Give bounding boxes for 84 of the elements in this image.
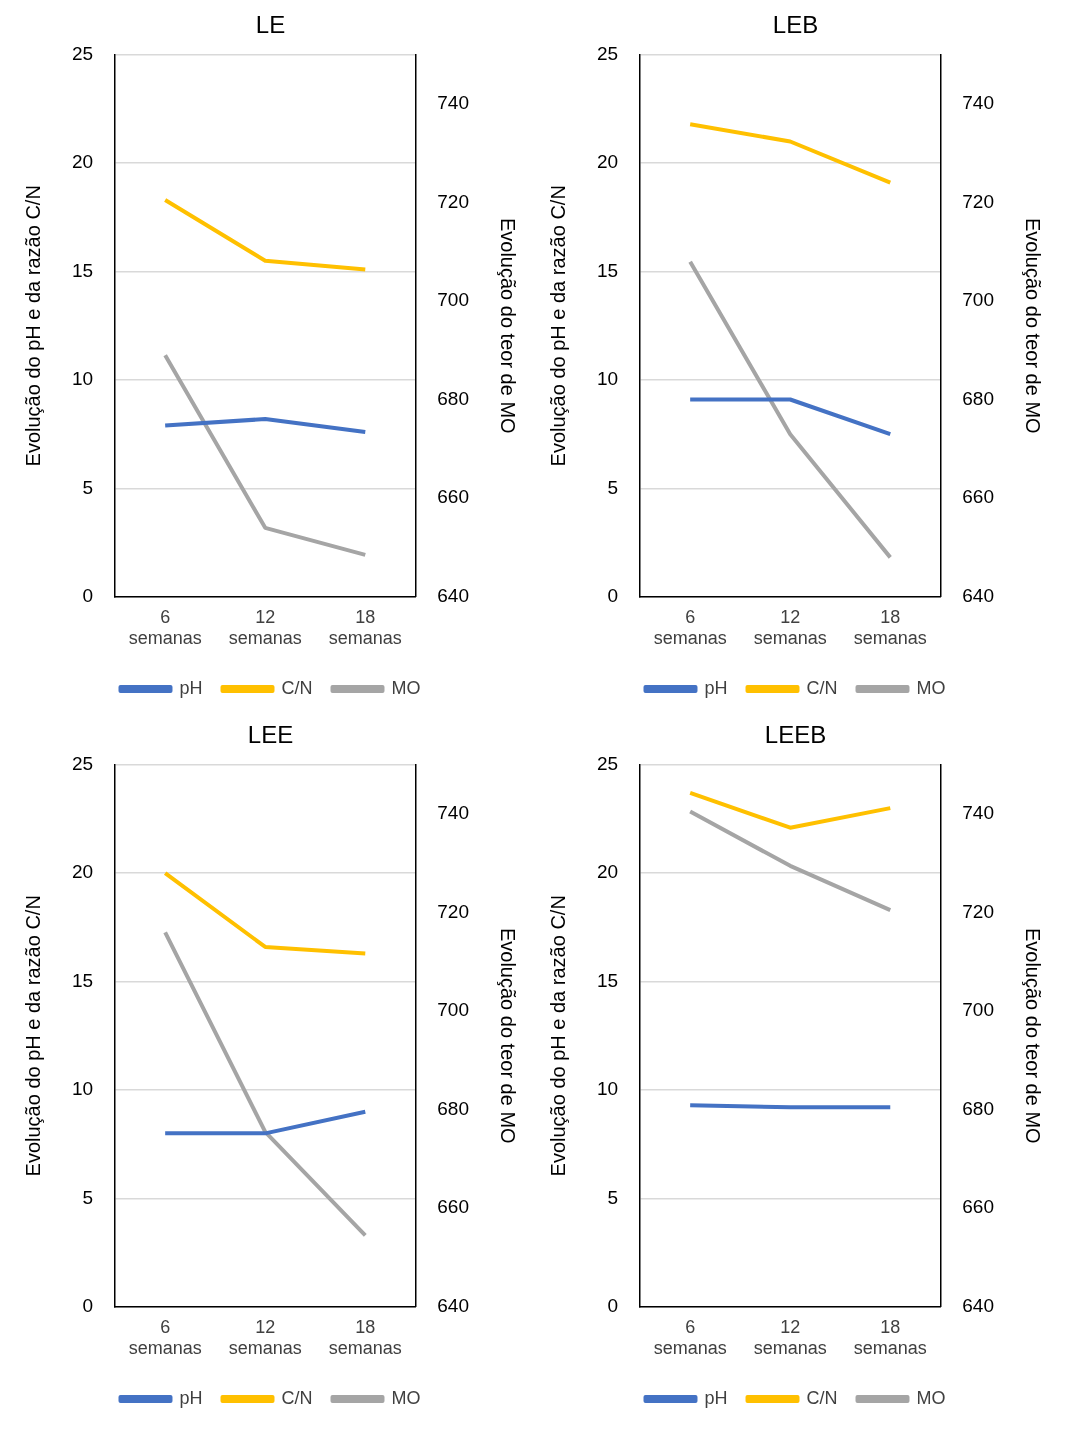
y-tick-label: 0 [82,1295,94,1317]
y2-axis-title: Evolução do teor de MO [497,217,520,434]
x-tick-label: 6 semanas [128,606,202,649]
y-tick-label: 15 [596,969,619,991]
legend-label: C/N [281,677,313,698]
x-tick-label: 6 semanas [653,606,727,649]
y2-tick-label: 740 [962,802,994,824]
y2-tick-label: 700 [437,999,469,1021]
y-tick-label: 20 [71,861,94,883]
y2-tick-label: 680 [962,1097,994,1119]
legend-label: MO [916,1387,946,1408]
y2-tick-label: 740 [437,802,469,824]
y2-axis-title: Evolução do teor de MO [497,927,520,1144]
y-tick-label: 5 [607,476,619,498]
y-tick-label: 20 [596,861,619,883]
y2-tick-label: 680 [962,387,994,409]
y-tick-label: 5 [607,1186,619,1208]
y-tick-label: 15 [71,969,94,991]
chart-title: LEEB [764,721,827,749]
legend-label: pH [179,677,203,698]
y2-axis-title: Evolução do teor de MO [1022,217,1045,434]
y-tick-label: 25 [596,753,619,775]
y-tick-label: 5 [82,476,94,498]
y2-tick-label: 740 [962,92,994,114]
y2-tick-label: 660 [437,1196,469,1218]
y-axis-title: Evolução do pH e da razão C/N [21,895,44,1177]
y2-tick-label: 660 [962,1196,994,1218]
y2-tick-label: 720 [962,190,994,212]
legend-label: C/N [281,1387,313,1408]
y2-tick-label: 680 [437,1097,469,1119]
y2-tick-label: 680 [437,387,469,409]
y2-axis-title: Evolução do teor de MO [1022,927,1045,1144]
chart-title: LE [255,11,286,39]
y-tick-label: 0 [607,1295,619,1317]
legend-label: MO [391,1387,421,1408]
y-tick-label: 0 [607,585,619,607]
x-tick-label: 18 semanas [328,1316,402,1359]
chart-title: LEE [247,721,294,749]
y-tick-label: 5 [82,1186,94,1208]
legend-label: C/N [806,1387,838,1408]
legend-label: C/N [806,677,838,698]
y2-tick-label: 720 [437,190,469,212]
x-tick-label: 18 semanas [853,606,927,649]
legend-label: MO [391,677,421,698]
y-tick-label: 15 [596,259,619,281]
x-tick-label: 18 semanas [328,606,402,649]
y2-tick-label: 660 [437,486,469,508]
y2-tick-label: 640 [437,585,469,607]
y2-tick-label: 720 [437,900,469,922]
y-tick-label: 10 [596,368,619,390]
y-tick-label: 10 [71,1078,94,1100]
y2-tick-label: 640 [962,585,994,607]
x-tick-label: 18 semanas [853,1316,927,1359]
x-tick-label: 6 semanas [653,1316,727,1359]
legend-label: pH [704,677,728,698]
y2-tick-label: 660 [962,486,994,508]
legend-label: pH [704,1387,728,1408]
y2-tick-label: 700 [437,289,469,311]
y-tick-label: 15 [71,259,94,281]
y-tick-label: 10 [71,368,94,390]
y2-tick-label: 740 [437,92,469,114]
y2-tick-label: 640 [962,1295,994,1317]
y2-tick-label: 720 [962,900,994,922]
x-tick-label: 12 semanas [753,1316,827,1359]
legend-label: pH [179,1387,203,1408]
y2-tick-label: 700 [962,289,994,311]
y-tick-label: 0 [82,585,94,607]
y2-tick-label: 700 [962,999,994,1021]
x-tick-label: 6 semanas [128,1316,202,1359]
y-tick-label: 20 [596,151,619,173]
y-tick-label: 20 [71,151,94,173]
y2-tick-label: 640 [437,1295,469,1317]
y-axis-title: Evolução do pH e da razão C/N [546,185,569,467]
legend-label: MO [916,677,946,698]
y-axis-title: Evolução do pH e da razão C/N [546,895,569,1177]
chart-title: LEB [772,11,819,39]
x-tick-label: 12 semanas [753,606,827,649]
y-tick-label: 25 [71,43,94,65]
y-axis-title: Evolução do pH e da razão C/N [21,185,44,467]
x-tick-label: 12 semanas [228,606,302,649]
y-tick-label: 10 [596,1078,619,1100]
x-tick-label: 12 semanas [228,1316,302,1359]
y-tick-label: 25 [596,43,619,65]
y-tick-label: 25 [71,753,94,775]
